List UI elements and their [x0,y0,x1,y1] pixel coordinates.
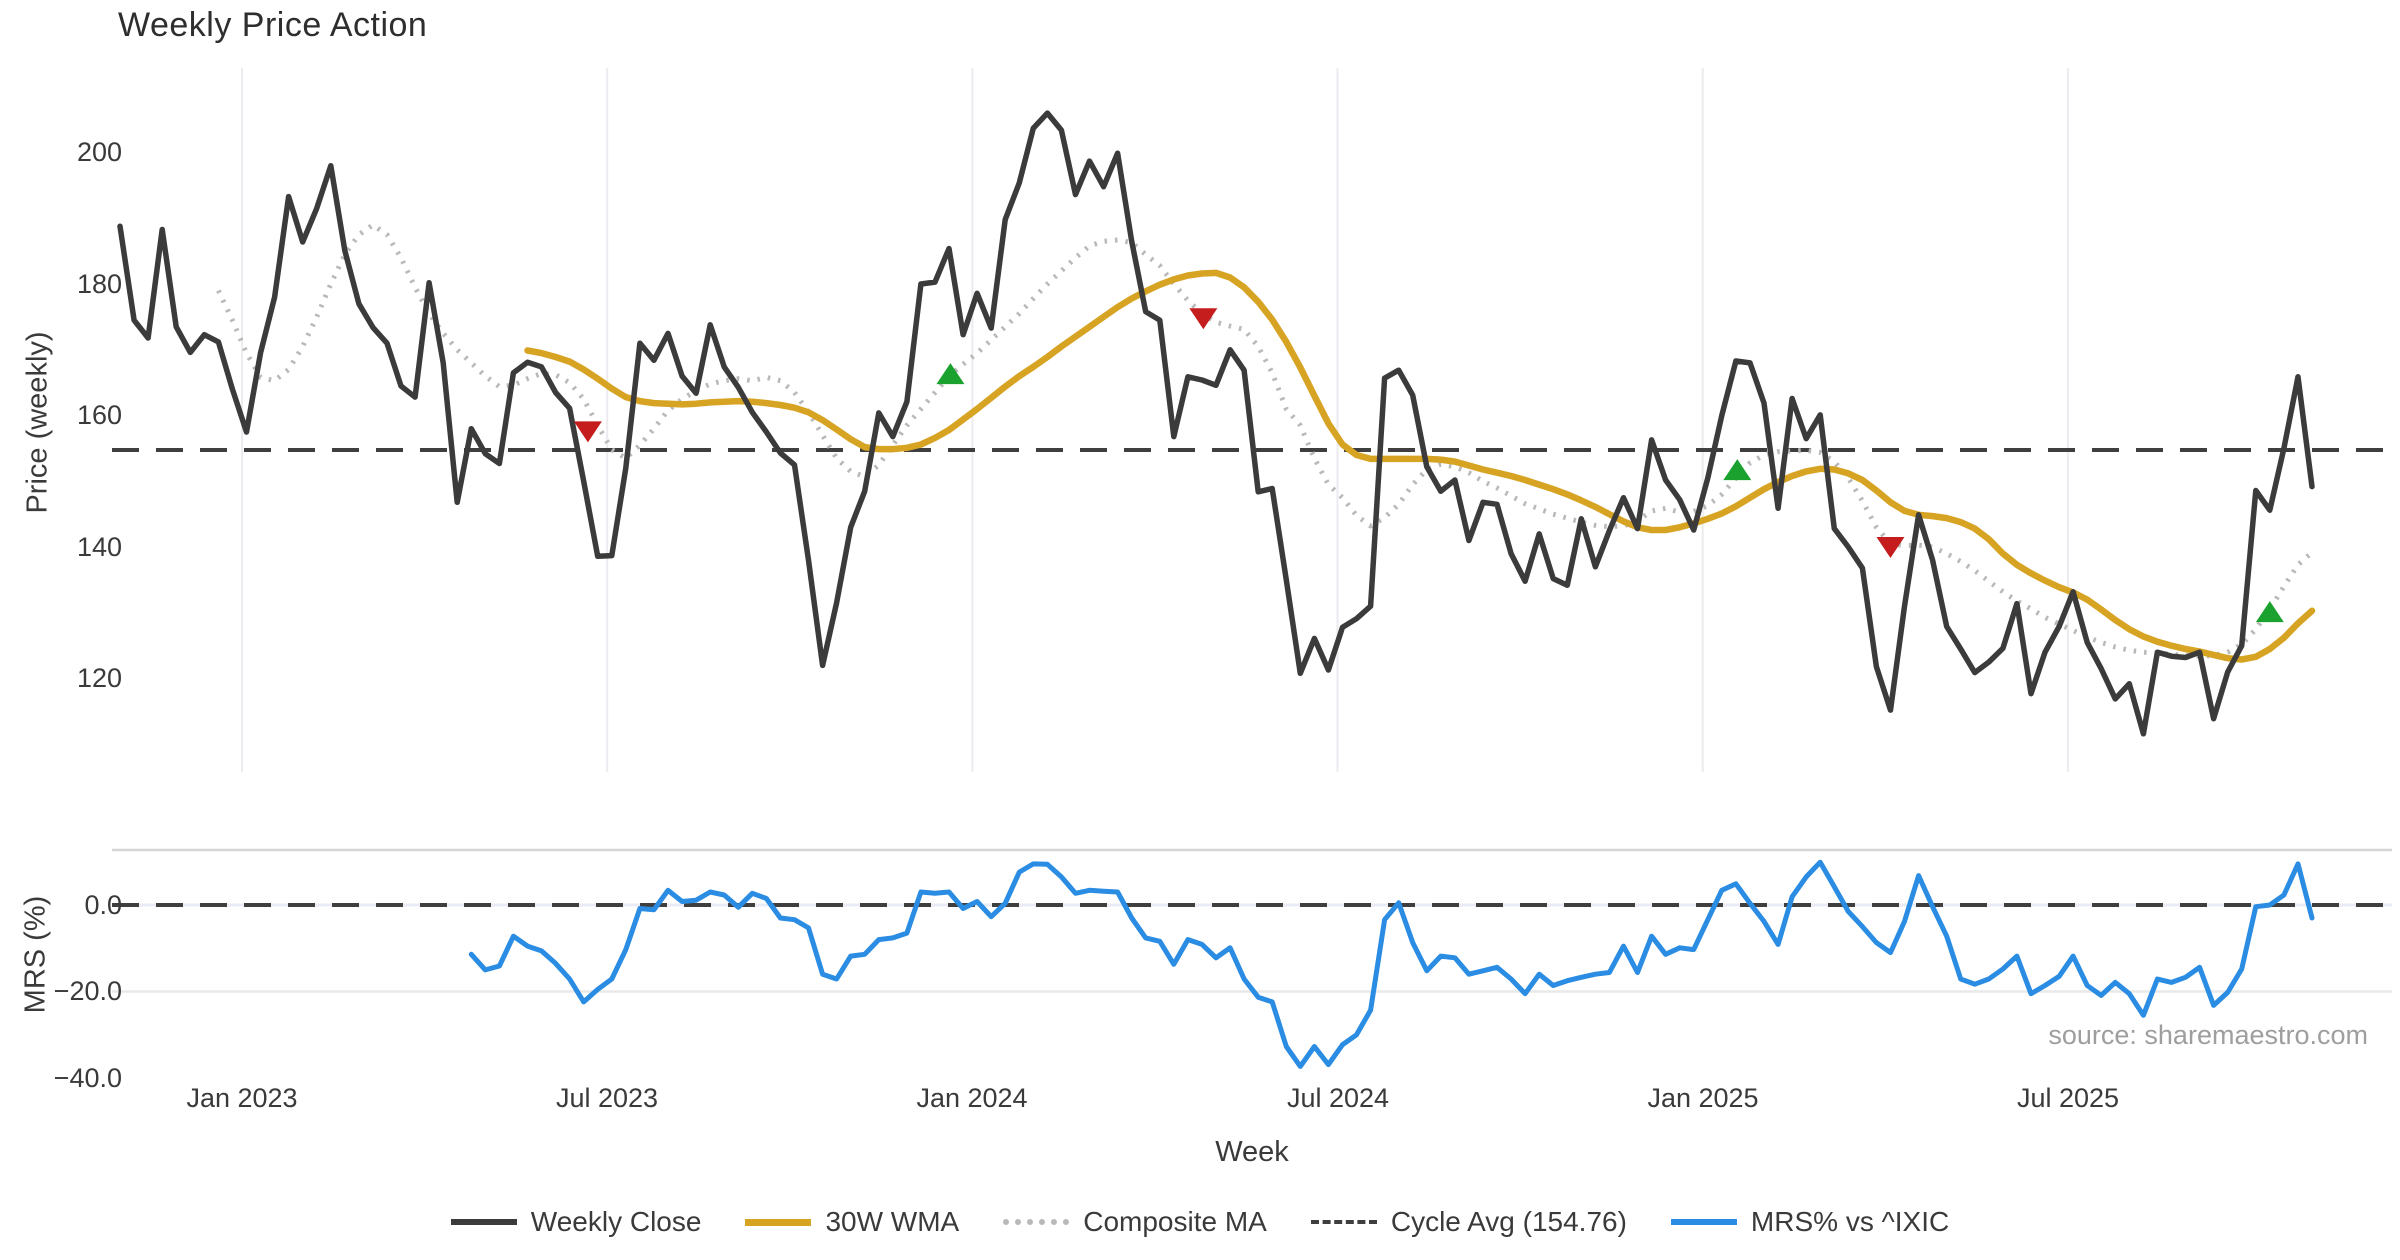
source-watermark: source: sharemaestro.com [2048,1020,2368,1050]
legend-item-weekly-close: Weekly Close [450,1206,702,1238]
date-tick-jul-2025: Jul 2025 [2016,1083,2120,1113]
mrs-tick-0: 0.0 [84,890,122,920]
mrs-tick-n40: −40.0 [53,1063,122,1093]
legend-item-composite-ma: Composite MA [1003,1206,1267,1238]
date-tick-jan-2023: Jan 2023 [186,1083,298,1113]
price-tick-140: 140 [76,532,122,562]
mrs-axis-label: MRS (%) [19,895,52,1014]
mrs-line-swatch [1670,1219,1737,1225]
date-tick-jan-2024: Jan 2024 [916,1083,1028,1113]
composite-ma-line-swatch [1003,1219,1070,1225]
legend-label: MRS% vs ^IXIC [1750,1206,1950,1237]
price-tick-160: 160 [76,400,122,430]
date-tick-jul-2024: Jul 2024 [1286,1083,1390,1113]
legend-label: 30W WMA [825,1206,960,1237]
mrs-tick-n20: −20.0 [53,976,122,1006]
x-axis-label: Week [1215,1136,1289,1168]
legend-item-cycle-avg: Cycle Avg (154.76) [1310,1206,1627,1238]
date-tick-jul-2023: Jul 2023 [555,1083,659,1113]
wma-line-swatch [745,1218,812,1226]
price-tick-200: 200 [76,137,122,167]
page-title: Weekly Price Action [118,6,428,44]
price-tick-120: 120 [76,663,122,693]
cycle-avg-line-swatch [1310,1220,1377,1224]
legend-item-mrs: MRS% vs ^IXIC [1670,1206,1950,1238]
legend-label: Composite MA [1083,1206,1267,1237]
legend-label: Weekly Close [530,1206,702,1237]
price-tick-180: 180 [76,269,122,299]
legend: Weekly Close 30W WMA Composite MA Cycle … [0,1206,2400,1238]
weekly-close-line-swatch [450,1219,517,1225]
legend-item-30w-wma: 30W WMA [745,1206,959,1238]
date-tick-jan-2025: Jan 2025 [1647,1083,1759,1113]
legend-label: Cycle Avg (154.76) [1390,1206,1627,1237]
